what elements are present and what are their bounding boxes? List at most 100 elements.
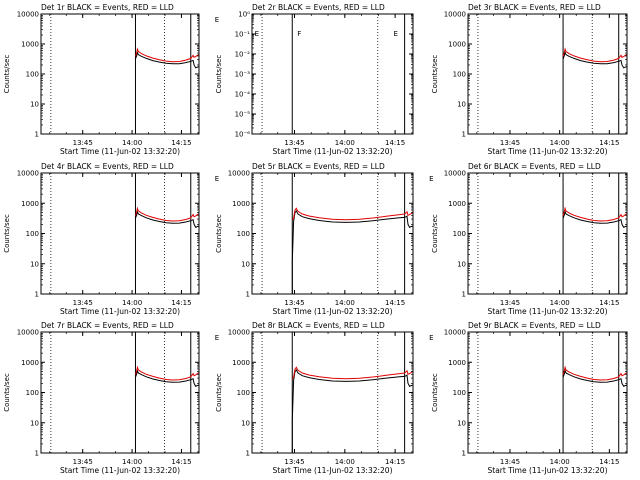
panel-det-9r: Det 9r BLACK = Events, RED = LLD E 1 10 100 1… <box>431 321 628 475</box>
x-axis-label: Start Time (11-Jun-02 13:32:20) <box>60 466 180 475</box>
x-tick-label: 13:45 <box>500 139 520 147</box>
axes-frame <box>251 331 414 454</box>
marker-label: F <box>297 30 301 38</box>
y-tick-label: 10 <box>457 101 466 109</box>
y-axis-label: Counts/sec <box>431 214 439 253</box>
y-axis-label: Counts/sec <box>215 55 223 94</box>
y-tick-label: 100 <box>26 230 39 238</box>
y-axis-label: Counts/sec <box>3 373 11 412</box>
y-tick-label: 100 <box>237 230 250 238</box>
panel-det-5r: Det 5r BLACK = Events, RED = LLD E 1 10 100 1… <box>215 162 434 316</box>
panel-det-6r: Det 6r BLACK = Events, RED = LLD E 1 10 100 1… <box>431 162 628 316</box>
marker-label: E <box>215 16 219 24</box>
marker-label: E <box>255 30 259 38</box>
y-axis-label: Counts/sec <box>431 55 439 94</box>
panel-det-2r: Det 2r BLACK = Events, RED = LLD E F E 10⁻⁶ 1… <box>215 3 414 156</box>
y-tick-label: 10000 <box>444 11 466 19</box>
x-tick-label: 14:00 <box>122 458 142 466</box>
series-events <box>135 210 199 228</box>
x-tick-label: 13:45 <box>500 299 520 307</box>
y-axis-label: Counts/sec <box>215 373 223 412</box>
series-group <box>135 206 199 228</box>
x-tick-label: 13:45 <box>73 458 93 466</box>
marker-label: E <box>429 334 433 342</box>
x-tick-label: 14:00 <box>335 299 355 307</box>
series-lld <box>562 206 627 222</box>
x-axis-label: Start Time (11-Jun-02 13:32:20) <box>488 466 608 475</box>
x-axis-label: Start Time (11-Jun-02 13:32:20) <box>273 147 393 156</box>
axes-frame <box>467 172 628 295</box>
y-tick-label: 1 <box>246 450 250 458</box>
y-tick-label: 1 <box>35 131 39 139</box>
y-tick-label: 100 <box>26 389 39 397</box>
panel-det-3r: Det 3r BLACK = Events, RED = LLDE1101001… <box>431 3 628 156</box>
panel-det-4r: Det 4r BLACK = Events, RED = LLD E 1 10 100 1… <box>3 162 219 316</box>
panel-title: Det 8r BLACK = Events, RED = LLD <box>252 321 385 330</box>
marker-label: E <box>394 30 398 38</box>
panel-det-7r: Det 7r BLACK = Events, RED = LLD E 1 10 100 1… <box>3 321 219 475</box>
y-tick-label: 1000 <box>448 359 466 367</box>
x-tick-label: 14:00 <box>335 458 355 466</box>
x-tick-label: 14:15 <box>599 139 619 147</box>
series-group <box>135 47 199 69</box>
y-tick-label: 10 <box>30 101 39 109</box>
panel-title: Det 2r BLACK = Events, RED = LLD <box>252 3 385 12</box>
y-tick-label: 10000 <box>17 329 39 337</box>
series-lld <box>562 365 627 381</box>
panel-title: Det 9r BLACK = Events, RED = LLD <box>468 321 601 330</box>
y-tick-label: 10000 <box>228 329 250 337</box>
series-events <box>135 50 199 69</box>
series-events <box>562 369 627 387</box>
y-tick-label: 100 <box>237 389 250 397</box>
series-group <box>562 47 627 69</box>
x-tick-label: 14:15 <box>171 299 191 307</box>
marker-label: E <box>429 175 433 183</box>
series-group <box>135 365 199 387</box>
y-tick-label: 10 <box>241 419 250 427</box>
series-events <box>291 209 413 294</box>
y-tick-label: 10⁻⁴ <box>235 91 251 99</box>
axes-frame <box>251 172 414 295</box>
y-tick-label: 10000 <box>444 170 466 178</box>
x-tick-label: 14:15 <box>171 458 191 466</box>
y-tick-label: 10⁻⁵ <box>235 111 251 119</box>
panel-title: Det 1r BLACK = Events, RED = LLD <box>41 3 174 12</box>
axes-frame <box>40 13 200 135</box>
x-tick-label: 14:15 <box>385 458 405 466</box>
x-axis-label: Start Time (11-Jun-02 13:32:20) <box>273 307 393 316</box>
x-tick-label: 14:15 <box>599 458 619 466</box>
y-axis-label: Counts/sec <box>215 214 223 253</box>
y-tick-label: 10 <box>457 260 466 268</box>
y-tick-label: 10 <box>30 260 39 268</box>
panel-det-1r: Det 1r BLACK = Events, RED = LLD E 1 10 100 1… <box>3 3 219 156</box>
x-tick-label: 14:00 <box>550 458 570 466</box>
y-tick-label: 1000 <box>21 359 39 367</box>
y-tick-label: 10000 <box>444 329 466 337</box>
series-events <box>291 368 413 453</box>
y-tick-label: 1 <box>35 291 39 299</box>
series-group <box>562 365 627 387</box>
x-tick-label: 14:15 <box>171 139 191 147</box>
panel-title: Det 7r BLACK = Events, RED = LLD <box>41 321 174 330</box>
series-lld <box>135 47 199 63</box>
y-axis-label: Counts/sec <box>431 373 439 412</box>
x-tick-label: 14:00 <box>122 139 142 147</box>
y-tick-label: 1000 <box>448 200 466 208</box>
y-tick-label: 10 <box>30 419 39 427</box>
y-tick-label: 10⁻¹ <box>235 31 251 39</box>
x-axis-label: Start Time (11-Jun-02 13:32:20) <box>273 466 393 475</box>
y-tick-label: 1 <box>462 450 466 458</box>
x-tick-label: 14:00 <box>335 139 355 147</box>
x-tick-label: 13:45 <box>284 299 304 307</box>
y-tick-label: 100 <box>453 230 466 238</box>
axes-frame <box>467 331 628 454</box>
panel-title: Det 4r BLACK = Events, RED = LLD <box>41 162 174 171</box>
y-tick-label: 10000 <box>17 170 39 178</box>
x-tick-label: 14:00 <box>550 139 570 147</box>
y-tick-label: 100 <box>453 389 466 397</box>
panel-title: Det 3r BLACK = Events, RED = LLD <box>468 3 601 12</box>
x-tick-label: 13:45 <box>73 299 93 307</box>
marker-label: E <box>215 334 219 342</box>
series-group <box>291 366 413 453</box>
series-events <box>135 369 199 387</box>
